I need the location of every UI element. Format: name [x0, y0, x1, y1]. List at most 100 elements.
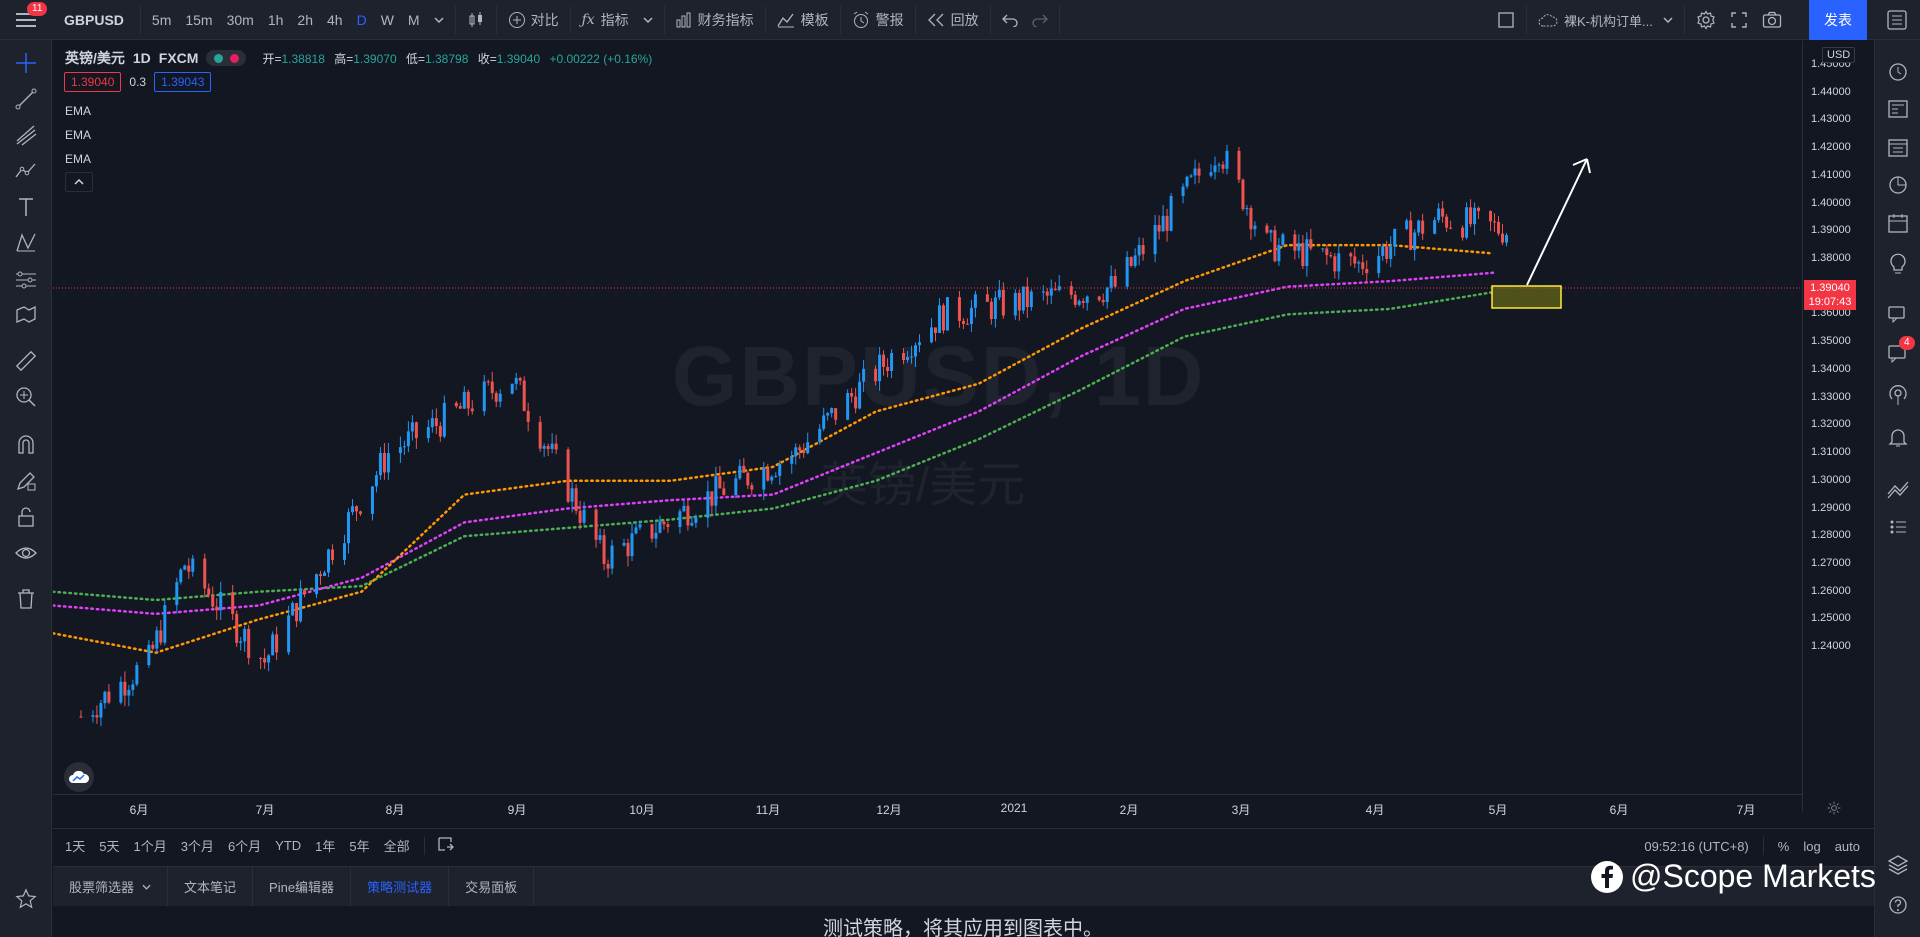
ideas-widget-button[interactable]	[1885, 250, 1911, 276]
watchlist-widget-button[interactable]	[1885, 134, 1911, 160]
remove-drawings-tool[interactable]	[13, 586, 39, 612]
text-tool[interactable]	[13, 194, 39, 220]
tab-pine-editor[interactable]: Pine编辑器	[253, 866, 352, 907]
sell-price-button[interactable]: 1.39040	[64, 72, 122, 92]
axis-settings-button[interactable]	[1826, 800, 1842, 819]
alarm-widget-button[interactable]	[1885, 58, 1911, 84]
interval-m[interactable]: M	[407, 11, 420, 28]
range-1m[interactable]: 1个月	[133, 839, 167, 854]
ema-indicator-label[interactable]: EMA	[65, 152, 92, 166]
news-widget-button[interactable]	[1885, 96, 1911, 122]
current-price-value: 1.39040	[1810, 282, 1850, 294]
settings-button[interactable]	[1689, 0, 1723, 40]
watchlist-toggle-button[interactable]	[1874, 0, 1920, 40]
range-5d[interactable]: 5天	[99, 839, 120, 854]
chart-type-button[interactable]	[460, 0, 492, 40]
pattern-tool[interactable]	[13, 230, 39, 256]
clock-timezone[interactable]: 09:52:16 (UTC+8)	[1644, 838, 1749, 854]
target-arrow-line[interactable]	[1526, 158, 1588, 286]
tab-strategy-tester[interactable]: 策略测试器	[351, 866, 450, 907]
currency-label[interactable]: USD	[1822, 47, 1856, 63]
alert-button[interactable]: 警报	[845, 0, 911, 40]
notifications-widget-button[interactable]	[1885, 424, 1911, 450]
time-axis[interactable]: 6月 7月 8月 9月 10月 11月 12月 2021 2月 3月 4月 5月…	[53, 794, 1802, 820]
lock-all-tool[interactable]	[13, 504, 39, 530]
interval-2h[interactable]: 2h	[297, 11, 313, 28]
lock-drawing-mode-tool[interactable]	[13, 468, 39, 494]
go-to-date-button[interactable]	[437, 836, 455, 855]
pitchfork-tool[interactable]	[13, 122, 39, 148]
percent-scale-toggle[interactable]: %	[1777, 838, 1790, 854]
range-ytd[interactable]: YTD	[275, 838, 302, 853]
templates-button[interactable]: 模板	[770, 0, 836, 40]
crosshair-tool[interactable]	[13, 50, 39, 76]
interval-15m[interactable]: 15m	[185, 11, 213, 28]
trend-line-tool[interactable]	[13, 86, 39, 112]
range-5y[interactable]: 5年	[349, 839, 370, 854]
market-status-toggle[interactable]	[206, 50, 247, 66]
interval-1h[interactable]: 1h	[267, 11, 284, 28]
tab-text-notes[interactable]: 文本笔记	[168, 866, 254, 907]
layout-select-button[interactable]	[1490, 0, 1522, 40]
log-scale-toggle[interactable]: log	[1803, 838, 1821, 854]
magnet-tool[interactable]	[13, 432, 39, 458]
streams-widget-button[interactable]	[1885, 302, 1911, 328]
replay-button[interactable]: 回放	[920, 0, 986, 40]
interval-4h[interactable]: 4h	[326, 11, 343, 28]
ema-indicator-label[interactable]: EMA	[65, 128, 92, 142]
fullscreen-button[interactable]	[1723, 0, 1755, 40]
range-1y[interactable]: 1年	[315, 839, 336, 854]
dom-widget-button[interactable]	[1885, 514, 1911, 540]
collapse-legend-button[interactable]	[65, 172, 93, 192]
interval-5m[interactable]: 5m	[151, 11, 172, 28]
brush-tool[interactable]	[13, 158, 39, 184]
auto-scale-toggle[interactable]: auto	[1834, 838, 1860, 854]
chats-widget-button[interactable]: 4	[1885, 336, 1915, 366]
layers-widget-button[interactable]	[1885, 852, 1911, 878]
publish-button[interactable]: 发表	[1809, 0, 1867, 40]
data-window-button[interactable]	[1885, 172, 1911, 198]
zoom-tool[interactable]	[13, 384, 39, 410]
legend-exchange: FXCM	[158, 50, 199, 66]
icon-tool[interactable]	[13, 302, 39, 328]
candle-body	[1049, 288, 1053, 296]
measure-tool[interactable]	[13, 348, 39, 374]
undo-button[interactable]	[995, 0, 1025, 40]
help-widget-button[interactable]	[1885, 892, 1911, 918]
candle-body	[634, 527, 638, 534]
interval-d[interactable]: D	[356, 11, 367, 28]
financials-button[interactable]: 财务指标	[669, 0, 761, 40]
indicators-button[interactable]: ƒx 指标	[575, 0, 660, 40]
ema-indicator-label[interactable]: EMA	[65, 104, 92, 118]
compare-button[interactable]: 对比	[501, 0, 566, 40]
broadcast-widget-button[interactable]	[1885, 382, 1911, 408]
calendar-widget-button[interactable]	[1885, 210, 1911, 236]
favorites-tool[interactable]	[13, 886, 39, 912]
cloud-sync-button[interactable]	[64, 762, 94, 792]
highlight-zone-box[interactable]	[1491, 285, 1562, 309]
trading-widget-button[interactable]	[1885, 476, 1911, 502]
tab-stock-screener[interactable]: 股票筛选器	[53, 866, 169, 907]
candle-body	[1185, 176, 1189, 187]
candle-body	[239, 641, 243, 643]
redo-button[interactable]	[1025, 0, 1055, 40]
price-chart[interactable]	[53, 41, 1802, 794]
range-6m[interactable]: 6个月	[227, 839, 262, 854]
snapshot-button[interactable]	[1755, 0, 1789, 40]
range-3m[interactable]: 3个月	[180, 839, 214, 854]
interval-w[interactable]: W	[380, 11, 394, 28]
tab-trading-panel[interactable]: 交易面板	[449, 866, 535, 907]
layout-name-button[interactable]: 裸K-机构订单...	[1531, 0, 1680, 40]
range-all[interactable]: 全部	[383, 839, 410, 854]
main-menu-button[interactable]: 11	[0, 0, 52, 40]
interval-dropdown-button[interactable]	[427, 0, 451, 40]
prediction-tool[interactable]	[13, 266, 39, 292]
price-axis[interactable]: 1.45000 1.44000 1.43000 1.42000 1.41000 1.400…	[1802, 41, 1874, 812]
hide-drawings-tool[interactable]	[13, 540, 39, 566]
interval-30m[interactable]: 30m	[226, 11, 254, 28]
symbol-search-button[interactable]: GBPUSD	[64, 11, 124, 28]
range-1d[interactable]: 1天	[65, 839, 86, 854]
price-tick: 1.28000	[1811, 529, 1851, 542]
legend-symbol-name[interactable]: 英镑/美元	[65, 50, 125, 66]
buy-price-button[interactable]: 1.39043	[154, 72, 212, 92]
